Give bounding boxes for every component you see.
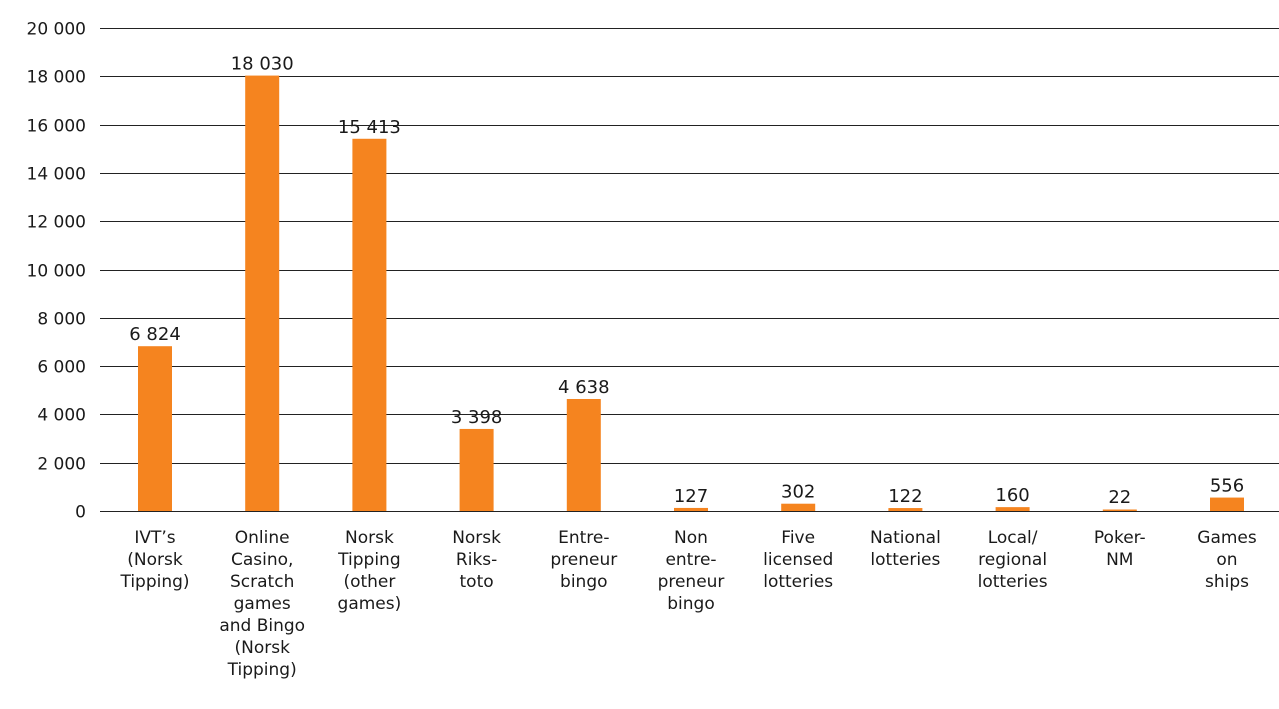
category-label: Norsk Riks-toto	[452, 528, 501, 592]
category-label-line: entre-	[665, 550, 716, 570]
category-label: Poker-NM	[1094, 528, 1146, 570]
gridlines	[100, 28, 1279, 512]
bar	[781, 503, 816, 511]
category-label-line: games	[234, 594, 291, 614]
bar	[674, 507, 708, 511]
y-tick-label: 14 000	[27, 165, 86, 185]
y-tick-label: 18 000	[27, 68, 86, 88]
data-label: 18 030	[231, 54, 294, 75]
y-tick-label: 12 000	[27, 213, 86, 233]
category-label-line: Entre-	[558, 528, 609, 548]
category-label-line: (Norsk	[127, 550, 183, 570]
data-label: 4 638	[558, 377, 610, 398]
category-label-line: National	[870, 528, 941, 548]
category-label-line: Tipping	[337, 550, 400, 570]
y-tick-label: 0	[75, 503, 86, 523]
category-label-line: bingo	[667, 594, 714, 614]
category-label-line: Online	[235, 528, 290, 548]
data-label: 127	[674, 486, 708, 507]
category-label-line: on	[1216, 550, 1237, 570]
y-tick-label: 6 000	[37, 358, 86, 378]
bar	[138, 346, 172, 511]
category-label: IVT’s (Norsk Tipping)	[119, 528, 189, 592]
category-label-line: Casino,	[231, 550, 293, 570]
bar	[245, 75, 280, 511]
y-tick-label: 20 000	[27, 20, 86, 40]
y-axis: 0 2 000 4 000 6 000 8 000 10 000 12 000 14 000 1…	[27, 20, 86, 523]
data-label: 6 824	[129, 324, 181, 345]
category-label: Norsk Tipping (other games)	[337, 528, 401, 614]
category-label-line: ships	[1205, 572, 1249, 592]
category-label: Entre-preneur bingo	[550, 528, 617, 592]
category-label-line: Riks-	[456, 550, 497, 570]
y-tick-label: 16 000	[27, 117, 86, 137]
bar	[459, 428, 494, 511]
category-label-line: (other	[343, 572, 395, 592]
category-label-line: regional	[978, 550, 1047, 570]
bar	[352, 138, 387, 511]
category-label-line: lotteries	[870, 550, 940, 570]
y-tick-label: 4 000	[37, 406, 86, 426]
bar	[1102, 509, 1137, 511]
data-label: 3 398	[451, 407, 503, 428]
bar	[888, 508, 923, 511]
data-labels: 6 824 18 030 15 413 3 398 4 638 127 302 122 160 2…	[129, 54, 1244, 508]
category-label-line: lotteries	[763, 572, 833, 592]
category-label: Five licensed lotteries	[763, 528, 833, 592]
category-label: Online Casino, Scratch games and Bingo (Norsk…	[219, 528, 305, 680]
category-label-line: (Norsk	[234, 638, 290, 658]
data-label: 15 413	[338, 117, 401, 138]
category-label-line: Scratch	[230, 572, 294, 592]
y-tick-label: 2 000	[37, 455, 86, 475]
category-label-line: Non	[674, 528, 708, 548]
category-label-line: NM	[1106, 550, 1133, 570]
category-label-line: Local/	[988, 528, 1038, 548]
category-label-line: IVT’s	[134, 528, 175, 548]
category-label-line: Tipping)	[119, 572, 189, 592]
category-label: Games on ships	[1197, 528, 1257, 592]
category-label-line: Poker-	[1094, 528, 1146, 548]
bar	[566, 398, 601, 511]
y-tick-label: 10 000	[27, 262, 86, 282]
bar	[995, 507, 1030, 511]
category-label-line: games)	[338, 594, 402, 614]
data-label: 302	[781, 482, 815, 503]
category-label: Local/regional lotteries	[978, 528, 1048, 592]
category-label-line: Tipping)	[227, 660, 297, 680]
category-label-line: Norsk	[452, 528, 501, 548]
category-label-line: preneur	[658, 572, 725, 592]
category-label: Non entre-preneur bingo	[658, 528, 725, 614]
category-label-line: Games	[1197, 528, 1257, 548]
category-label-line: bingo	[560, 572, 607, 592]
category-label-line: Norsk	[345, 528, 394, 548]
category-label-line: licensed	[763, 550, 833, 570]
category-label-line: preneur	[550, 550, 617, 570]
x-axis: IVT’s (Norsk Tipping)Online Casino, Scratch g…	[119, 528, 1256, 680]
y-tick-label: 8 000	[37, 310, 86, 330]
category-label-line: toto	[460, 572, 494, 592]
category-label-line: and Bingo	[219, 616, 305, 636]
data-label: 122	[888, 486, 922, 507]
category-label-line: lotteries	[978, 572, 1048, 592]
data-label: 160	[995, 485, 1029, 506]
category-label: National lotteries	[870, 528, 941, 570]
bar	[1210, 497, 1244, 511]
bars	[138, 75, 1244, 511]
data-label: 556	[1210, 476, 1244, 497]
data-label: 22	[1108, 487, 1131, 508]
category-label-line: Five	[781, 528, 815, 548]
